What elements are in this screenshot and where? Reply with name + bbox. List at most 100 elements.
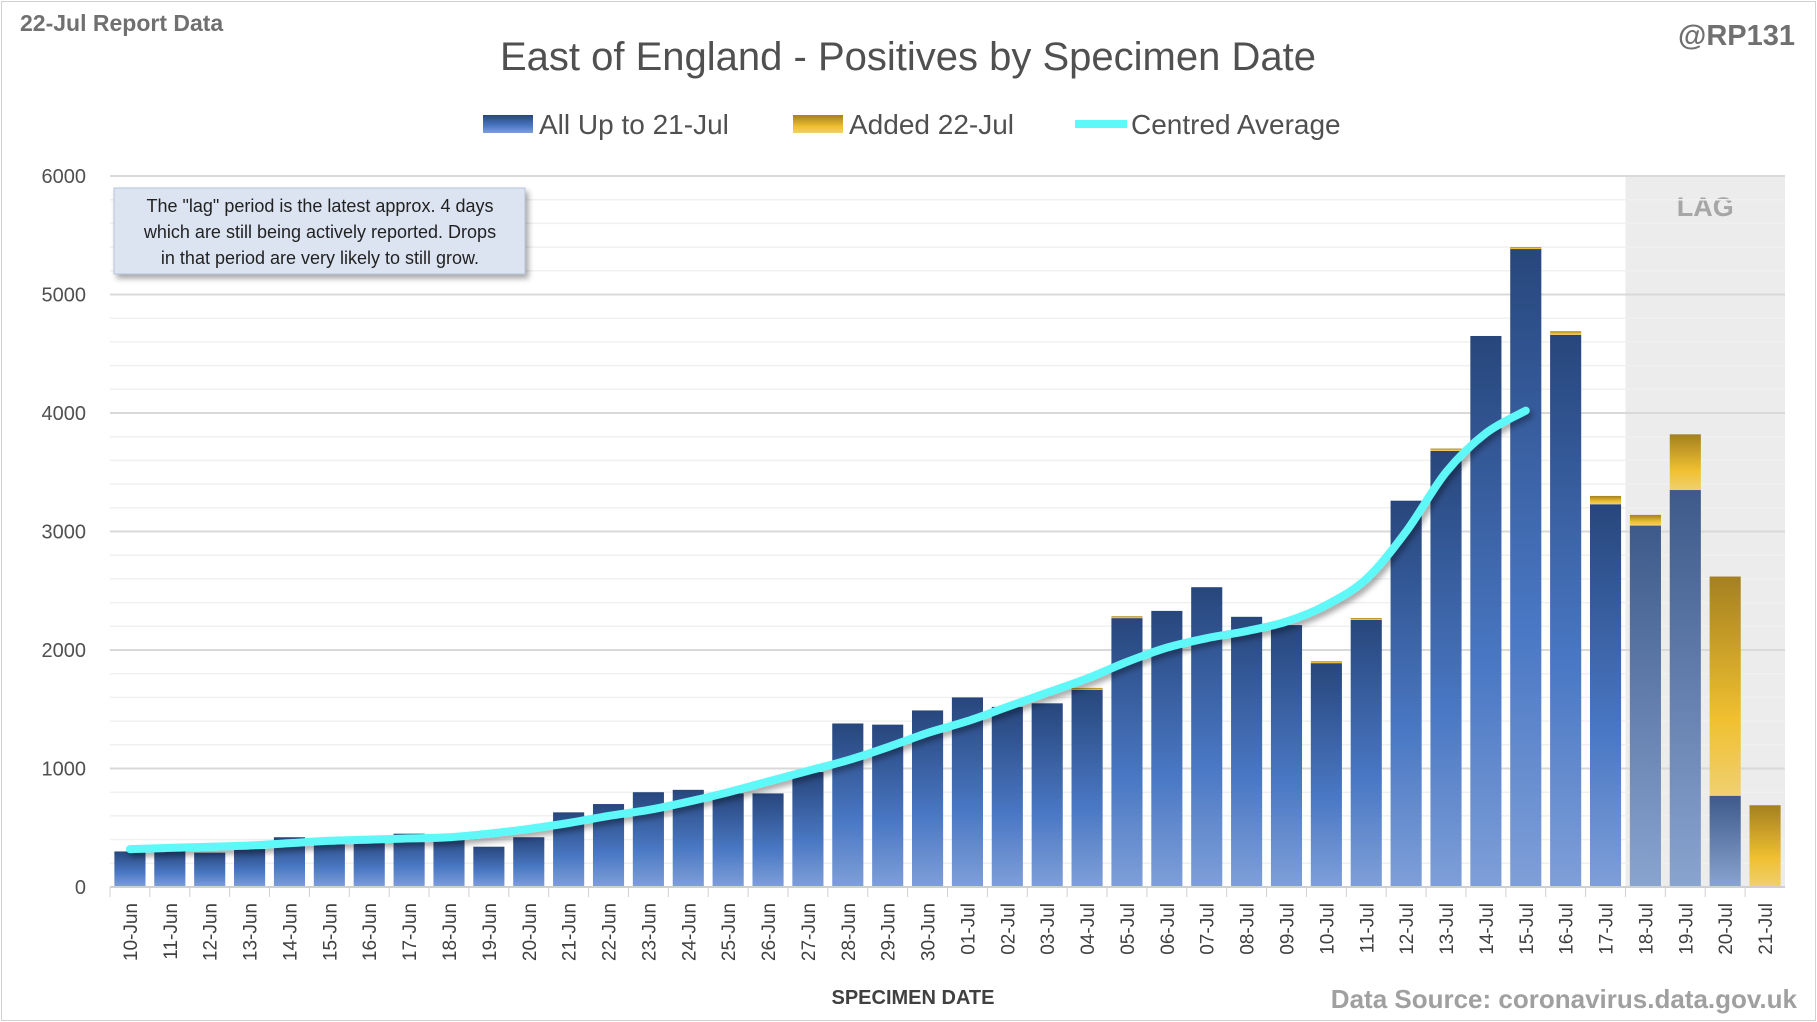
bar-all-18-Jun xyxy=(433,837,465,887)
x-tick-label: 02-Jul xyxy=(998,903,1019,955)
bar-all-12-Jul xyxy=(1390,500,1422,887)
x-tick-label: 13-Jul xyxy=(1437,903,1458,955)
x-tick-label: 11-Jul xyxy=(1357,903,1378,953)
bar-all-18-Jul xyxy=(1629,525,1661,887)
x-tick-label: 09-Jul xyxy=(1277,903,1298,955)
x-tick-label: 17-Jul xyxy=(1597,903,1618,955)
bar-all-04-Jul xyxy=(1071,689,1103,887)
x-tick-label: 26-Jun xyxy=(759,903,780,961)
bar-all-25-Jun xyxy=(712,793,744,887)
x-tick-label: 06-Jul xyxy=(1158,903,1179,955)
bar-all-20-Jul xyxy=(1709,795,1741,887)
bar-added-19-Jul xyxy=(1669,434,1701,491)
y-tick-label: 5000 xyxy=(42,285,87,307)
bar-added-21-Jul xyxy=(1749,805,1781,887)
report-label: 22-Jul Report Data xyxy=(20,10,223,36)
bar-all-28-Jun xyxy=(832,723,864,887)
bar-all-12-Jun xyxy=(194,852,226,887)
bar-all-26-Jun xyxy=(752,793,784,887)
x-tick-label: 12-Jul xyxy=(1397,903,1418,955)
bar-all-02-Jul xyxy=(991,706,1023,887)
x-tick-label: 19-Jul xyxy=(1676,903,1697,955)
y-tick-label: 0 xyxy=(75,877,86,899)
bar-added-10-Jul xyxy=(1310,661,1342,664)
x-tick-label: 04-Jul xyxy=(1078,903,1099,955)
x-tick-label: 14-Jul xyxy=(1477,903,1498,955)
legend-swatch-all xyxy=(483,115,533,133)
legend-avg: Centred Average xyxy=(1131,109,1341,140)
bar-all-27-Jun xyxy=(792,772,824,887)
x-tick-label: 03-Jul xyxy=(1038,903,1059,955)
x-tick-label: 08-Jul xyxy=(1238,903,1259,955)
y-tick-label: 3000 xyxy=(42,522,87,544)
chart-title: East of England - Positives by Specimen … xyxy=(500,35,1316,79)
x-tick-label: 24-Jun xyxy=(679,903,700,961)
x-tick-label: 30-Jun xyxy=(919,903,940,961)
bar-all-16-Jun xyxy=(353,840,385,887)
x-axis-label: SPECIMEN DATE xyxy=(832,987,995,1009)
x-tick-label: 12-Jun xyxy=(201,903,222,961)
bar-added-13-Jul xyxy=(1430,448,1462,451)
bar-added-11-Jul xyxy=(1350,618,1382,621)
bar-added-20-Jul xyxy=(1709,576,1741,796)
bar-added-17-Jul xyxy=(1589,495,1622,505)
annotation-line: which are still being actively reported.… xyxy=(143,222,496,242)
bar-added-18-Jul xyxy=(1629,514,1661,526)
x-tick-label: 21-Jun xyxy=(560,903,581,961)
legend: All Up to 21-Jul Added 22-Jul Centred Av… xyxy=(483,109,1341,140)
x-tick-label: 05-Jul xyxy=(1118,903,1139,955)
y-tick-label: 2000 xyxy=(42,640,87,662)
x-tick-label: 25-Jun xyxy=(719,903,740,961)
y-tick-label: 4000 xyxy=(42,403,87,425)
x-tick-label: 20-Jun xyxy=(520,903,541,961)
x-tick-label: 18-Jul xyxy=(1636,903,1657,955)
centred-average-line xyxy=(125,406,1530,854)
x-tick-label: 15-Jun xyxy=(320,903,341,961)
x-tick-label: 18-Jun xyxy=(440,903,461,961)
bar-all-15-Jul xyxy=(1510,248,1542,887)
x-tick-label: 23-Jun xyxy=(639,903,660,961)
bar-all-13-Jun xyxy=(234,849,266,887)
data-source: Data Source: coronavirus.data.gov.uk xyxy=(1331,984,1798,1014)
annotation-line: in that period are very likely to still … xyxy=(161,248,479,268)
handle: @RP131 xyxy=(1678,20,1795,52)
legend-added: Added 22-Jul xyxy=(849,109,1014,140)
bar-all-11-Jul xyxy=(1350,619,1382,887)
annotation-line: The "lag" period is the latest approx. 4… xyxy=(147,196,494,216)
bar-added-16-Jul xyxy=(1550,331,1582,335)
x-tick-label: 20-Jul xyxy=(1716,903,1737,955)
bar-all-09-Jul xyxy=(1270,625,1303,887)
bar-all-03-Jul xyxy=(1031,703,1063,887)
x-tick-label: 29-Jun xyxy=(879,903,900,961)
x-tick-label: 19-Jun xyxy=(480,903,501,961)
bar-added-05-Jul xyxy=(1111,616,1143,619)
legend-swatch-added xyxy=(793,115,843,133)
bar-all-16-Jul xyxy=(1550,334,1582,887)
x-tick-label: 11-Jun xyxy=(161,903,182,960)
x-tick-label: 14-Jun xyxy=(280,903,301,961)
bar-all-10-Jul xyxy=(1310,663,1342,887)
y-tick-label: 1000 xyxy=(42,759,87,781)
bar-all-17-Jul xyxy=(1589,504,1622,887)
x-tick-label: 28-Jun xyxy=(839,903,860,961)
bar-all-06-Jul xyxy=(1151,610,1183,887)
bar-all-15-Jun xyxy=(313,838,345,887)
bar-all-01-Jul xyxy=(951,697,983,887)
legend-all: All Up to 21-Jul xyxy=(539,109,729,140)
lag-label: LAG xyxy=(1677,192,1734,222)
bar-all-19-Jun xyxy=(473,846,505,887)
bar-all-14-Jul xyxy=(1470,335,1502,888)
x-tick-label: 21-Jul xyxy=(1756,903,1777,955)
x-tick-label: 17-Jun xyxy=(400,903,421,961)
x-tick-label: 13-Jun xyxy=(241,903,262,961)
x-tick-label: 16-Jun xyxy=(360,903,381,961)
x-tick-label: 27-Jun xyxy=(799,903,820,961)
x-tick-label: 07-Jul xyxy=(1198,903,1219,955)
bar-all-19-Jul xyxy=(1669,490,1701,887)
x-tick-label: 10-Jul xyxy=(1317,903,1338,955)
bar-all-08-Jul xyxy=(1231,616,1263,887)
bar-all-10-Jun xyxy=(114,851,146,887)
bar-added-15-Jul xyxy=(1510,247,1542,250)
